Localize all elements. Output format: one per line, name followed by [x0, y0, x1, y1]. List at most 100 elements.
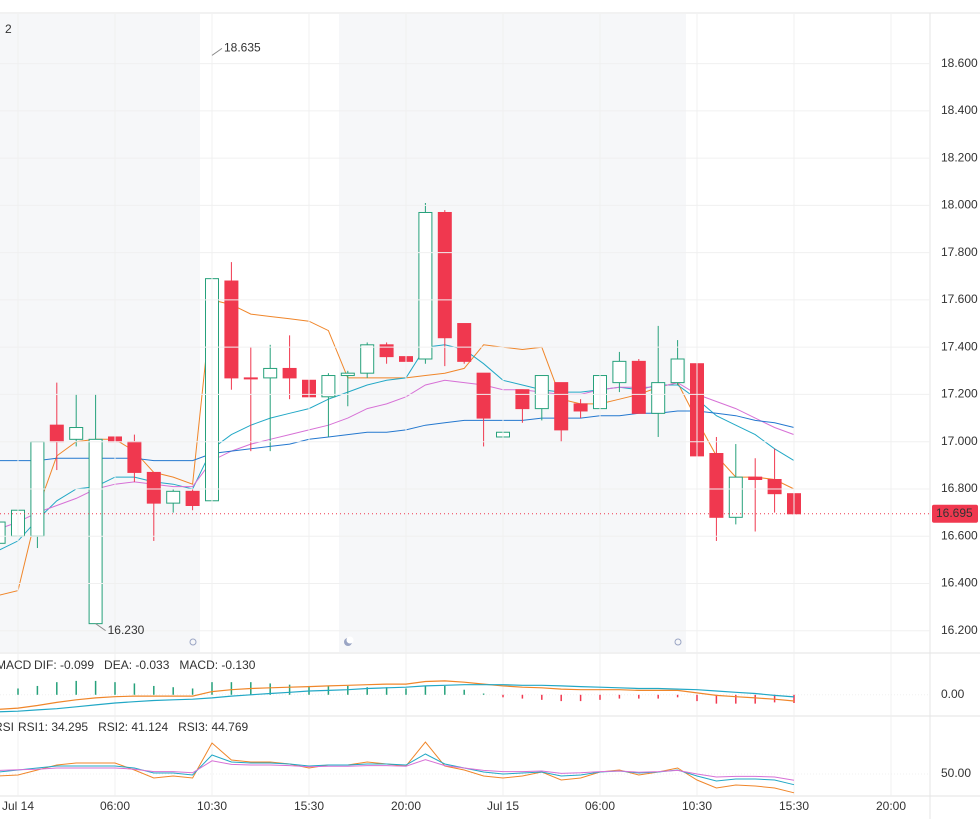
candle-body: [185, 490, 200, 506]
x-tick-label: 15:30: [294, 799, 324, 813]
candle-body: [340, 372, 355, 377]
sun-icon: [189, 638, 197, 646]
y-tick-label: 17.600: [941, 292, 978, 306]
candle-body: [670, 358, 685, 384]
candle-body: [631, 360, 646, 414]
macd-bar: [715, 694, 718, 704]
macd-bar: [502, 694, 504, 698]
y-tick-label: 16.600: [941, 528, 978, 542]
candle-body: [709, 453, 724, 518]
indicator-legend: DIF: -0.099: [34, 658, 94, 672]
x-tick-label: 06:00: [585, 799, 615, 813]
candle-body: [127, 441, 142, 473]
macd-bar: [521, 694, 524, 699]
candle-body: [243, 377, 258, 380]
y-tick-label: 17.800: [941, 245, 978, 259]
y-tick-label: 50.00: [941, 766, 971, 780]
macd-bar: [638, 694, 640, 699]
macd-bar: [75, 680, 77, 695]
macd-bar: [463, 689, 465, 695]
last-price-tag: [932, 504, 978, 523]
macd-bar: [696, 694, 698, 702]
candle-body: [554, 382, 569, 431]
indicator-line: [0, 759, 795, 781]
candle-body: [748, 476, 763, 481]
macd-bar: [36, 685, 39, 695]
macd-bar: [94, 680, 97, 695]
macd-bar: [676, 694, 679, 698]
indicator-line: [0, 741, 795, 794]
macd-bar: [482, 693, 485, 695]
macd-bar: [114, 682, 116, 695]
macd-bar: [385, 687, 388, 695]
candle-body: [418, 211, 433, 360]
candle-body: [282, 367, 297, 379]
y-tick-label: 18.200: [941, 150, 978, 164]
candle-body: [573, 403, 588, 412]
badge: 2: [5, 22, 12, 36]
x-tick-label: 20:00: [876, 799, 906, 813]
high-label: 18.635: [224, 41, 261, 55]
indicator-line: [0, 684, 795, 713]
macd-bar: [793, 694, 795, 703]
macd-bar: [579, 694, 582, 702]
last-price-label: 16.695: [936, 506, 973, 520]
macd-bar: [366, 687, 368, 695]
candle-body: [69, 427, 84, 440]
indicator-title: RSI: [0, 720, 14, 734]
candle-body: [321, 375, 336, 398]
x-tick-label: 10:30: [682, 799, 712, 813]
indicator-legend: DEA: -0.033: [104, 658, 170, 672]
macd-bar: [191, 688, 194, 695]
macd-bar: [172, 687, 174, 695]
sun-icon: [674, 638, 682, 646]
candle-body: [457, 323, 472, 362]
indicator-title: MACD: [0, 658, 32, 672]
macd-bar: [444, 685, 446, 695]
y-tick-label: 17.400: [941, 339, 978, 353]
macd-bar: [269, 683, 271, 695]
session-shade: [339, 14, 686, 652]
macd-bar: [618, 694, 621, 699]
candle-body: [437, 211, 452, 339]
candle-body: [612, 360, 627, 384]
macd-bar: [133, 683, 136, 695]
candle-body: [0, 521, 6, 544]
macd-bar: [754, 694, 756, 704]
candle-body: [166, 490, 181, 504]
y-tick-label: 16.800: [941, 481, 978, 495]
y-tick-label: 0.00: [941, 687, 965, 701]
candle-body: [651, 382, 666, 414]
indicator-line: [0, 680, 795, 710]
macd-bar: [288, 684, 291, 695]
macd-bar: [347, 685, 349, 695]
x-tick-label: 20:00: [391, 799, 421, 813]
candle-body: [379, 344, 394, 358]
macd-bar: [17, 688, 19, 695]
y-tick-label: 17.000: [941, 434, 978, 448]
macd-bar: [56, 682, 58, 695]
indicator-legend: MACD: -0.130: [179, 658, 255, 672]
macd-bar: [599, 694, 601, 700]
macd-bar: [424, 685, 427, 695]
macd-bar: [230, 682, 233, 695]
candle-body: [224, 280, 239, 379]
moon-icon: [344, 636, 354, 646]
x-tick-label: 15:30: [779, 799, 809, 813]
x-tick-label: Jul 15: [487, 799, 519, 813]
candle-body: [515, 389, 530, 410]
candle-body: [728, 476, 743, 518]
macd-bar: [657, 694, 659, 699]
macd-bar: [735, 694, 737, 704]
macd-bar: [308, 685, 310, 695]
y-tick-label: 18.400: [941, 103, 978, 117]
indicator-legend: RSI1: 34.295: [18, 720, 88, 734]
y-tick-label: 18.600: [941, 56, 978, 70]
y-tick-label: 16.400: [941, 576, 978, 590]
candle-body: [146, 471, 161, 504]
low-pointer: [95, 623, 106, 632]
candle-body: [534, 375, 549, 410]
low-label: 16.230: [108, 623, 145, 637]
